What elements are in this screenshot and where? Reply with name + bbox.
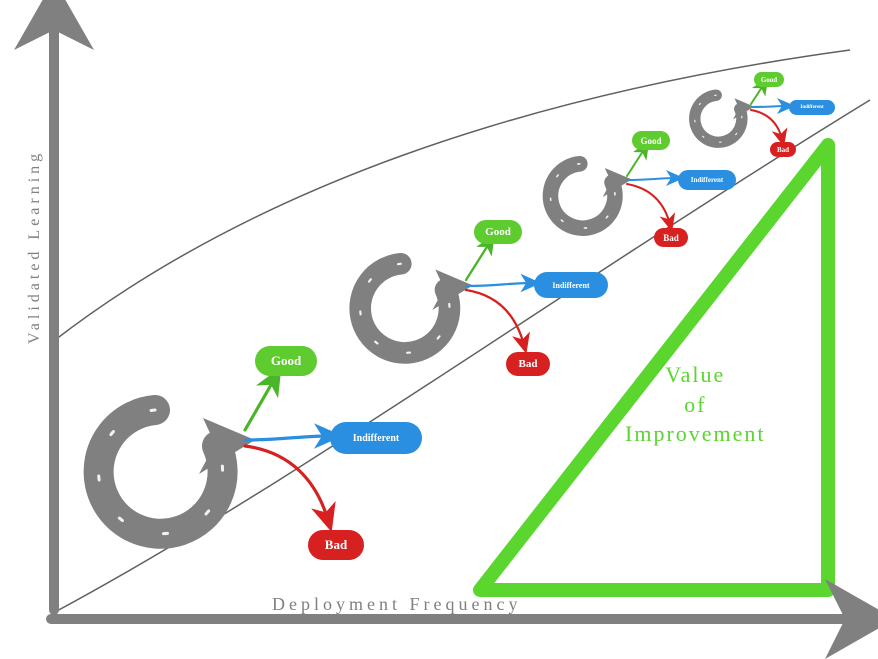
diagram-svg [0, 0, 878, 659]
good-pill: Good [474, 220, 522, 244]
good-pill: Good [632, 131, 670, 150]
indifferent-pill: Indifferent [330, 422, 422, 454]
indifferent-pill: Indifferent [534, 272, 608, 298]
diagram-canvas: Deployment Frequency Validated Learning … [0, 0, 878, 659]
bad-pill: Bad [308, 530, 364, 560]
x-axis-label: Deployment Frequency [272, 594, 521, 615]
bad-pill: Bad [654, 228, 688, 247]
good-pill: Good [255, 346, 317, 376]
indifferent-pill: Indifferent [789, 100, 835, 115]
indifferent-pill: Indifferent [678, 170, 736, 190]
bad-pill: Bad [770, 142, 796, 157]
bad-pill: Bad [506, 352, 550, 376]
cycle-glyphs [99, 95, 755, 534]
y-axis-label: Validated Learning [26, 150, 44, 344]
value-of-improvement-label: ValueofImprovement [625, 360, 766, 449]
good-pill: Good [754, 72, 784, 87]
